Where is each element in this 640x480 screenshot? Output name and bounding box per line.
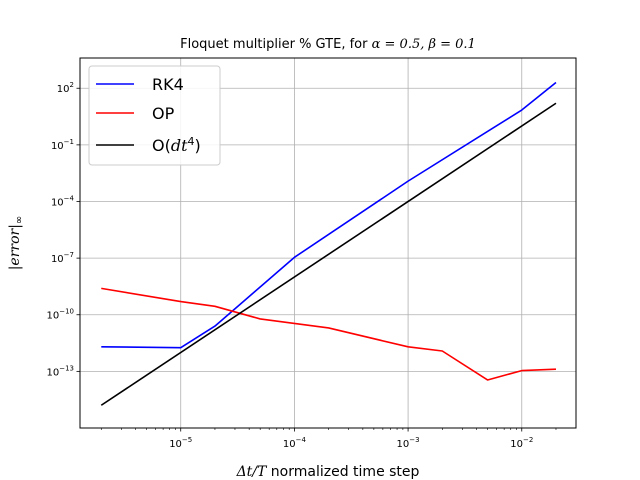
y-tick-label: 10−10: [46, 308, 74, 322]
y-tick-label: 10−1: [51, 138, 74, 152]
series-line-order: [100, 102, 557, 406]
legend-box: [88, 65, 221, 166]
legend-label-rk4: RK4: [152, 75, 184, 94]
y-tick-label: 10−7: [51, 251, 74, 265]
legend-label-order: O(dt4): [152, 135, 201, 155]
plot-area-frame: [79, 57, 577, 429]
x-tick-label: 10−4: [283, 436, 307, 450]
series-line-op: [101, 287, 557, 381]
x-tick-label: 10−5: [169, 436, 192, 450]
series-layer: [100, 81, 557, 406]
x-tick-label: 10−3: [397, 436, 420, 450]
x-tick-label: 10−2: [510, 436, 533, 450]
y-tick-label: 10−4: [51, 194, 75, 208]
y-axis-ticks: 10−13 10−10 10−7 10−4 10−1 102: [46, 81, 80, 378]
y-tick-label: 102: [57, 81, 74, 95]
x-axis-ticks: 10−5 10−4 10−3 10−2: [100, 428, 557, 450]
legend-label-op: OP: [152, 104, 175, 123]
y-tick-label: 10−13: [46, 364, 74, 378]
chart-title: Floquet multiplier % GTE, for α = 0.5, β…: [180, 37, 476, 52]
grid: [80, 58, 576, 428]
y-axis-label: |error|∞: [7, 216, 25, 271]
legend: RK4 OP O(dt4): [88, 65, 221, 166]
series-line-rk4: [101, 81, 557, 349]
x-axis-label: Δt/T normalized time step: [236, 464, 420, 480]
